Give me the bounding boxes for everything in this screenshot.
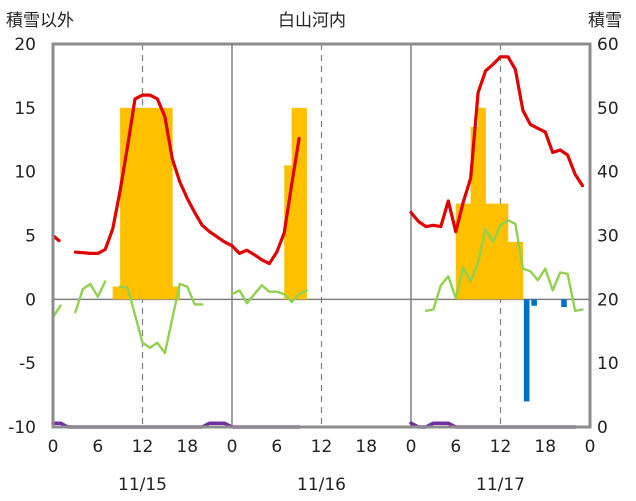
- left-y-tick-label: 10: [14, 163, 36, 183]
- precip-bar: [523, 299, 530, 402]
- green-series-line: [51, 219, 584, 355]
- left-y-tick-label: -5: [19, 354, 36, 374]
- left-y-tick-label: 20: [14, 35, 36, 55]
- x-tick-label: 6: [271, 437, 282, 457]
- snow-depth-bar: [135, 107, 143, 300]
- chart-title: 白山河内: [278, 11, 346, 31]
- right-axis-label: 積雪: [588, 11, 622, 31]
- snow-depth-bar: [515, 241, 524, 300]
- x-tick-label: 18: [534, 437, 556, 457]
- snow-depth-bar: [291, 107, 300, 300]
- x-tick-label: 0: [48, 437, 59, 457]
- precip-bar: [531, 299, 537, 306]
- snow-depth-bar: [478, 107, 486, 300]
- snow-depth-bar: [284, 165, 292, 300]
- x-tick-label: 6: [450, 437, 461, 457]
- right-y-tick-label: 50: [597, 99, 619, 119]
- left-y-tick-label: 15: [14, 99, 36, 119]
- right-y-tick-label: 0: [597, 418, 608, 438]
- plot-frame: [51, 42, 592, 429]
- snow-depth-bar: [455, 203, 464, 300]
- snow-depth-bar: [299, 107, 307, 300]
- right-y-tick-label: 60: [597, 35, 619, 55]
- right-y-tick-label: 40: [597, 163, 619, 183]
- x-tick-label: 12: [132, 437, 154, 457]
- snow-depth-bar: [112, 286, 121, 300]
- left-y-tick-label: 0: [25, 290, 36, 310]
- bar-layer: [112, 107, 567, 402]
- snow-depth-bar: [485, 203, 494, 300]
- precip-bar: [561, 299, 567, 307]
- snow-depth-bar: [500, 203, 509, 300]
- right-y-tick-label: 10: [597, 354, 619, 374]
- snow-depth-bar: [463, 203, 471, 300]
- snow-depth-bar: [157, 107, 166, 300]
- snow-depth-bar: [172, 286, 181, 300]
- x-tick-label: 0: [227, 437, 238, 457]
- right-y-tick-label: 30: [597, 227, 619, 247]
- left-y-tick-label: -10: [8, 418, 36, 438]
- x-tick-label: 18: [176, 437, 198, 457]
- day-label: 11/15: [118, 475, 167, 495]
- right-y-tick-label: 20: [597, 290, 619, 310]
- x-tick-label: 0: [585, 437, 596, 457]
- x-tick-label: 0: [406, 437, 417, 457]
- snow-depth-bar: [149, 107, 158, 300]
- snow-depth-bar: [127, 107, 136, 300]
- snow-depth-bar: [493, 203, 501, 300]
- snow-depth-bar: [120, 107, 128, 300]
- x-tick-label: 12: [311, 437, 333, 457]
- snow-depth-bar: [507, 241, 516, 300]
- x-tick-label: 12: [490, 437, 512, 457]
- day-label: 11/17: [476, 475, 525, 495]
- x-tick-label: 18: [355, 437, 377, 457]
- x-tick-label: 6: [92, 437, 103, 457]
- day-label: 11/16: [297, 475, 346, 495]
- snow-depth-bar: [164, 107, 173, 300]
- left-axis-label: 積雪以外: [6, 11, 74, 31]
- snow-depth-bar: [142, 107, 151, 300]
- snow-depth-bar: [470, 126, 479, 300]
- left-y-tick-label: 5: [25, 227, 36, 247]
